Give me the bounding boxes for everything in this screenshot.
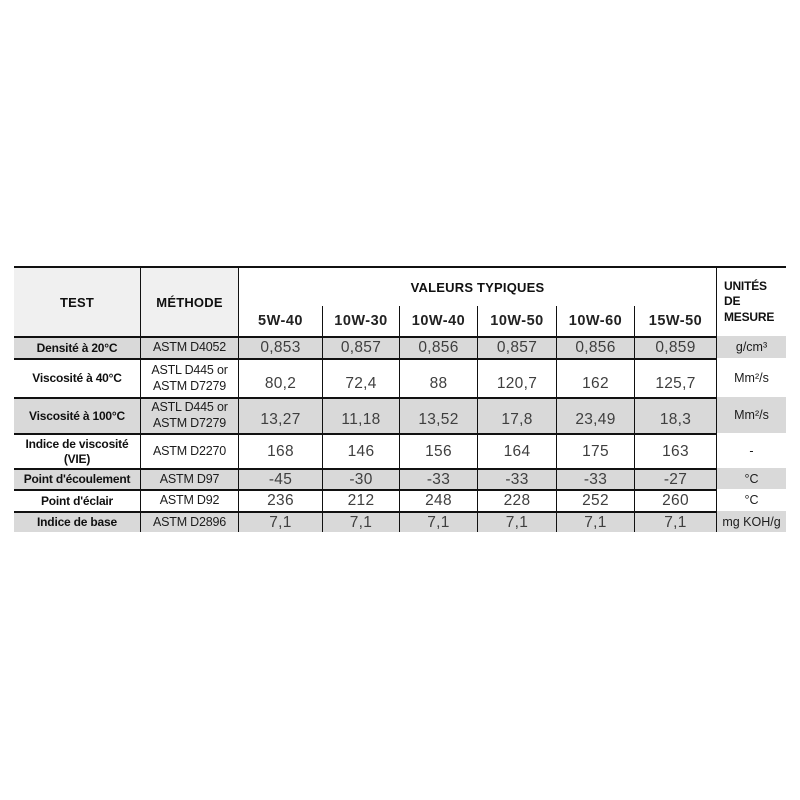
row-label-viscosite-100: Viscosité à 100°C [14, 397, 140, 433]
method-cell: ASTM D92 [140, 489, 238, 511]
unit-cell: mg KOH/g [716, 511, 786, 532]
row-label-indice-base: Indice de base [14, 511, 140, 532]
value-cell: -30 [322, 468, 399, 489]
value-cell: 120,7 [477, 358, 556, 397]
row-label-point-eclair: Point d'éclair [14, 489, 140, 511]
value-cell: 72,4 [322, 358, 399, 397]
value-cell: 11,18 [322, 397, 399, 433]
value-cell: 164 [477, 433, 556, 468]
value-cell: 212 [322, 489, 399, 511]
row-label-densite: Densité à 20°C [14, 336, 140, 358]
method-cell: ASTM D97 [140, 468, 238, 489]
value-cell: -33 [556, 468, 634, 489]
oil-spec-table: TEST MÉTHODE VALEURS TYPIQUES UNITÉS DE … [14, 266, 786, 532]
row-label-point-ecoulement: Point d'écoulement [14, 468, 140, 489]
value-cell: -27 [634, 468, 716, 489]
value-cell: -33 [477, 468, 556, 489]
method-cell: ASTM D2270 [140, 433, 238, 468]
method-cell: ASTM D2896 [140, 511, 238, 532]
unit-cell: g/cm³ [716, 336, 786, 358]
value-cell: 7,1 [477, 511, 556, 532]
value-cell: 18,3 [634, 397, 716, 433]
col-header-test: TEST [14, 268, 140, 336]
col-header-grade-5w-40: 5W-40 [238, 306, 322, 336]
value-cell: 13,27 [238, 397, 322, 433]
value-cell: 80,2 [238, 358, 322, 397]
unit-cell: °C [716, 489, 786, 511]
row-label-viscosite-40: Viscosité à 40°C [14, 358, 140, 397]
row-label-indice-viscosite: Indice de viscosité (VIE) [14, 433, 140, 468]
value-cell: 0,856 [399, 336, 477, 358]
value-cell: 0,857 [322, 336, 399, 358]
col-header-method: MÉTHODE [140, 268, 238, 336]
value-cell: -33 [399, 468, 477, 489]
value-cell: 228 [477, 489, 556, 511]
unit-cell: Mm²/s [716, 358, 786, 397]
value-cell: 175 [556, 433, 634, 468]
col-header-grade-10w-50: 10W-50 [477, 306, 556, 336]
value-cell: 168 [238, 433, 322, 468]
col-header-grade-10w-30: 10W-30 [322, 306, 399, 336]
col-header-grade-10w-40: 10W-40 [399, 306, 477, 336]
value-cell: 260 [634, 489, 716, 511]
col-header-units: UNITÉS DE MESURE [716, 268, 786, 336]
value-cell: 23,49 [556, 397, 634, 433]
value-cell: 17,8 [477, 397, 556, 433]
group-header-typical-values: VALEURS TYPIQUES [238, 268, 716, 306]
value-cell: 88 [399, 358, 477, 397]
unit-cell: - [716, 433, 786, 468]
value-cell: 0,857 [477, 336, 556, 358]
method-cell: ASTM D4052 [140, 336, 238, 358]
unit-cell: °C [716, 468, 786, 489]
value-cell: 252 [556, 489, 634, 511]
value-cell: 0,853 [238, 336, 322, 358]
value-cell: 7,1 [399, 511, 477, 532]
col-header-grade-10w-60: 10W-60 [556, 306, 634, 336]
value-cell: 0,859 [634, 336, 716, 358]
value-cell: 125,7 [634, 358, 716, 397]
value-cell: 146 [322, 433, 399, 468]
col-header-grade-15w-50: 15W-50 [634, 306, 716, 336]
value-cell: 7,1 [634, 511, 716, 532]
value-cell: 7,1 [556, 511, 634, 532]
value-cell: 162 [556, 358, 634, 397]
unit-cell: Mm²/s [716, 397, 786, 433]
method-cell: ASTL D445 or ASTM D7279 [140, 397, 238, 433]
value-cell: -45 [238, 468, 322, 489]
value-cell: 163 [634, 433, 716, 468]
value-cell: 236 [238, 489, 322, 511]
value-cell: 156 [399, 433, 477, 468]
value-cell: 0,856 [556, 336, 634, 358]
value-cell: 248 [399, 489, 477, 511]
value-cell: 13,52 [399, 397, 477, 433]
method-cell: ASTL D445 or ASTM D7279 [140, 358, 238, 397]
value-cell: 7,1 [322, 511, 399, 532]
value-cell: 7,1 [238, 511, 322, 532]
